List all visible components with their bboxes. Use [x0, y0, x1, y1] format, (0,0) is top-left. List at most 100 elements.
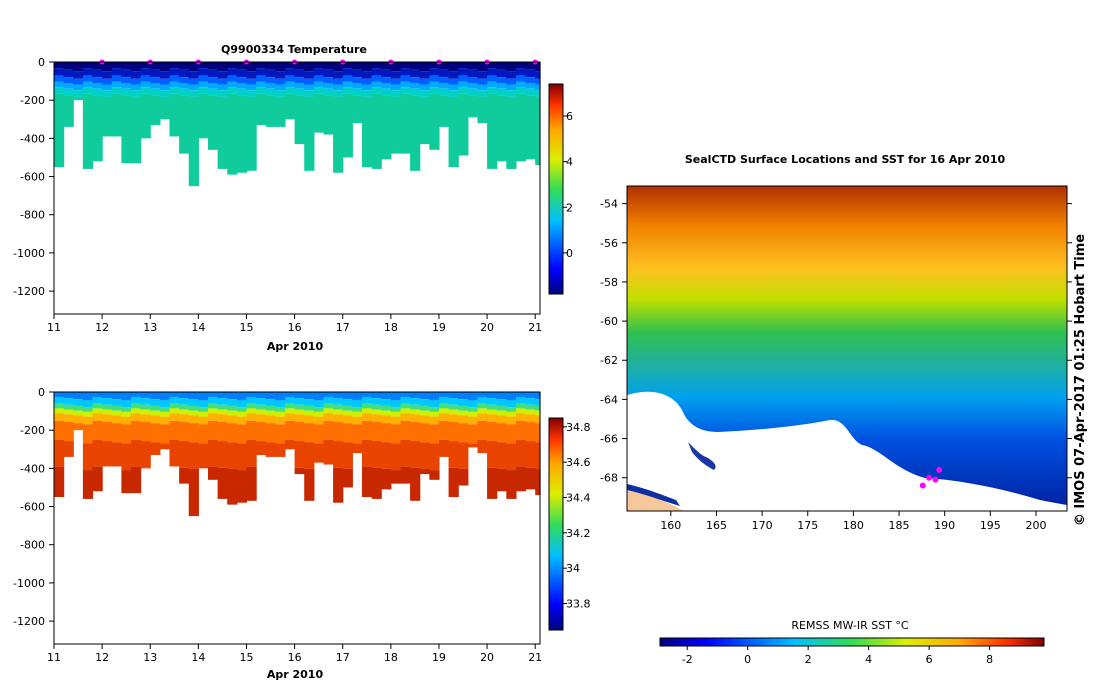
salinity-cell — [410, 441, 421, 468]
temperature-cell — [400, 68, 411, 76]
salinity-cell — [130, 466, 142, 494]
temperature-cell — [256, 81, 267, 88]
temperature-cell — [150, 69, 161, 78]
salinity-cell — [487, 441, 498, 468]
salinity-cell — [304, 442, 315, 469]
temperature-cell — [429, 75, 440, 82]
salinity-cell — [390, 470, 402, 484]
salinity-cell — [265, 405, 276, 411]
temperature-cell — [458, 81, 469, 88]
temperature-cell — [140, 93, 151, 139]
salinity-cell — [294, 392, 305, 399]
temperature-section — [54, 62, 541, 187]
salinity-cell — [236, 416, 248, 425]
temperature-cell — [82, 87, 94, 94]
temperature-cell — [333, 96, 344, 173]
salinity-cell — [525, 392, 536, 399]
salinity-cell — [294, 404, 305, 410]
temperature-cell — [150, 62, 161, 70]
temperature-cell — [227, 81, 238, 88]
salinity-cell — [150, 423, 161, 443]
temperature-cell — [54, 68, 65, 76]
lat-tick-label: -60 — [600, 315, 618, 328]
y-tick-label: -200 — [20, 94, 45, 107]
temperature-cell — [102, 96, 113, 137]
temperature-x-axis: 11 12 13 14 15 16 17 18 19 20 21 — [47, 314, 542, 334]
temperature-cell — [313, 81, 325, 88]
temperature-cell — [198, 81, 209, 88]
temperature-cell — [448, 84, 459, 91]
temperature-cell — [294, 69, 305, 78]
salinity-cell — [381, 410, 392, 416]
salinity-cell — [323, 392, 334, 397]
salinity-cell — [227, 442, 238, 469]
temperature-cell — [400, 81, 411, 88]
seal-location-marker — [936, 466, 943, 473]
temperature-cell — [63, 77, 74, 83]
salinity-cell — [400, 396, 411, 404]
salinity-cell — [82, 407, 94, 412]
salinity-cell — [371, 404, 382, 410]
lat-tick-label: -54 — [600, 198, 618, 211]
temperature-colorbar — [548, 83, 564, 295]
salinity-cell — [121, 443, 132, 471]
temperature-cell — [506, 62, 517, 72]
salinity-cell — [92, 420, 103, 440]
temperature-cell — [217, 62, 228, 72]
x-tick-label: 17 — [336, 321, 350, 334]
salinity-cell — [352, 392, 363, 401]
colorbar-tick-label: 34.2 — [566, 527, 591, 540]
temperature-cell — [217, 90, 228, 97]
salinity-cell — [217, 404, 228, 410]
salinity-cell — [313, 407, 325, 412]
x-tick-label: 18 — [384, 651, 398, 664]
temperature-cell — [371, 62, 382, 69]
temperature-cell — [73, 84, 84, 91]
salinity-cell — [400, 408, 411, 414]
temperature-cell — [467, 62, 479, 70]
salinity-cell — [150, 415, 161, 424]
salinity-cell — [381, 468, 392, 490]
colorbar-tick-label: 34.4 — [566, 492, 591, 505]
temperature-cell — [227, 93, 238, 175]
temperature-cell — [198, 62, 209, 69]
temperature-cell — [390, 78, 402, 85]
salinity-cell — [429, 424, 440, 444]
temperature-cell — [467, 69, 479, 78]
temperature-cell — [304, 84, 315, 91]
salinity-cell — [179, 441, 190, 468]
salinity-cell — [256, 392, 267, 399]
salinity-cell — [256, 414, 267, 422]
salinity-cell — [92, 466, 103, 492]
temperature-cell — [102, 90, 113, 97]
salinity-cell — [361, 408, 373, 414]
temperature-cell — [361, 71, 373, 79]
salinity-cell — [313, 392, 325, 401]
temperature-cell — [294, 95, 305, 145]
salinity-cell — [448, 392, 459, 399]
sst-colorbar-tick-label: -2 — [682, 653, 693, 666]
salinity-cell — [150, 392, 161, 400]
sst-colorbar-tick-label: 2 — [805, 653, 812, 666]
salinity-cell — [92, 413, 103, 421]
temperature-cell — [179, 88, 190, 96]
lon-tick-label: 165 — [706, 519, 727, 532]
temperature-cell — [265, 62, 276, 70]
temperature-cell — [438, 83, 450, 89]
temperature-cell — [227, 75, 238, 82]
salinity-cell — [217, 441, 228, 468]
temperature-cell — [217, 71, 228, 79]
temperature-cell — [342, 62, 353, 69]
salinity-cell — [410, 404, 421, 410]
salinity-cell — [515, 413, 527, 421]
temperature-cell — [198, 75, 209, 82]
salinity-cell — [159, 424, 171, 444]
lon-tick-label: 180 — [843, 519, 864, 532]
salinity-cell — [198, 416, 209, 425]
salinity-cell — [419, 423, 430, 443]
salinity-cell — [130, 392, 142, 397]
salinity-cell — [371, 392, 382, 399]
sst-colorbar-ticks: -2 0 2 4 6 8 — [682, 646, 993, 666]
salinity-cell — [535, 415, 541, 424]
temperature-cell — [284, 75, 296, 82]
